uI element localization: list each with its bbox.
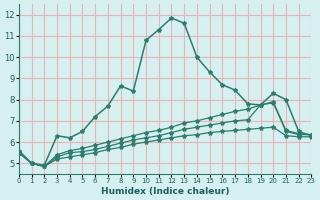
X-axis label: Humidex (Indice chaleur): Humidex (Indice chaleur) — [101, 187, 229, 196]
